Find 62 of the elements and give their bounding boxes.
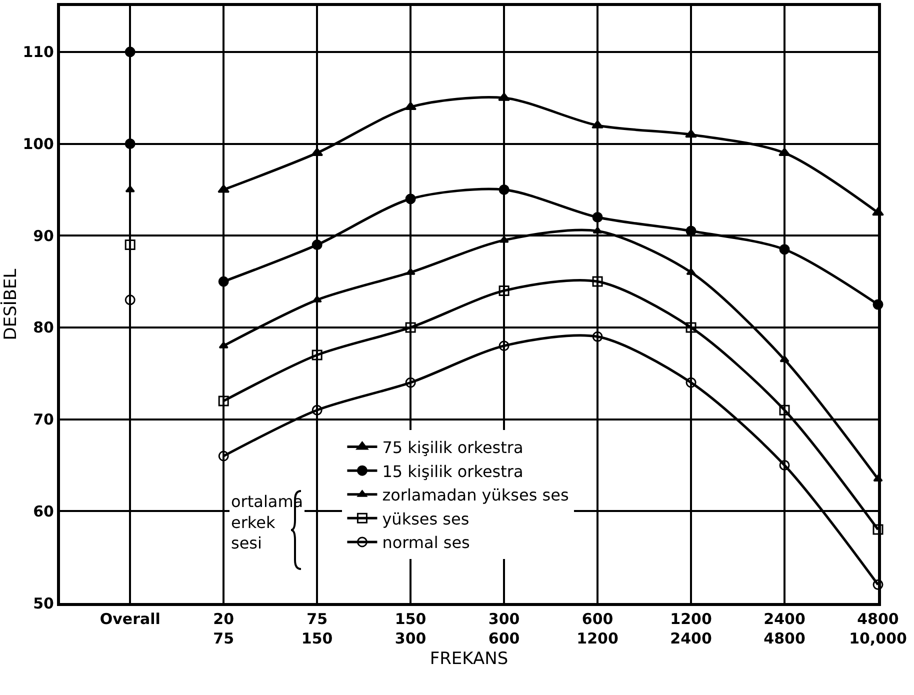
point xyxy=(592,276,603,287)
point xyxy=(406,268,416,275)
point xyxy=(312,404,322,416)
y-tick-label: 90 xyxy=(33,226,54,245)
point xyxy=(872,524,884,535)
point xyxy=(780,355,790,362)
point xyxy=(592,212,603,222)
point xyxy=(779,460,790,470)
point xyxy=(404,102,417,110)
x-tick-label: 150 300 xyxy=(394,610,426,648)
point xyxy=(686,322,696,333)
point xyxy=(498,340,510,352)
point xyxy=(592,331,603,342)
x-axis-title: FREKANS xyxy=(430,648,508,669)
x-tick-label: 600 1200 xyxy=(576,610,618,648)
y-tick-label: 60 xyxy=(33,502,54,520)
x-tick-label: 4800 10,000 xyxy=(849,610,907,648)
point xyxy=(499,236,509,243)
y-tick-label: 100 xyxy=(22,135,54,154)
point xyxy=(218,396,229,406)
point xyxy=(218,276,229,287)
y-tick-label: 70 xyxy=(33,410,54,429)
x-tick-label: 300 600 xyxy=(488,610,520,648)
point xyxy=(685,129,697,138)
point xyxy=(778,148,790,156)
point xyxy=(218,342,228,348)
y-tick-label: 50 xyxy=(33,594,54,612)
legend-label: 15 kişilik orkestra xyxy=(382,462,524,481)
point xyxy=(125,185,135,192)
point xyxy=(592,120,604,128)
x-tick-label: 1200 2400 xyxy=(670,610,712,648)
point xyxy=(124,240,136,250)
y-axis-title: DESİBEL xyxy=(0,268,21,340)
x-tick-label: 75 150 xyxy=(301,610,333,648)
y-tick-label: 80 xyxy=(33,318,54,337)
point xyxy=(218,184,230,193)
legend-label: yükses ses xyxy=(382,509,470,528)
legend-label: zorlamadan yükses ses xyxy=(382,486,569,505)
point xyxy=(498,285,510,296)
point xyxy=(686,377,696,388)
point xyxy=(592,226,602,234)
x-tick-label: Overall xyxy=(100,610,160,628)
point xyxy=(312,240,322,250)
point xyxy=(779,244,790,255)
point xyxy=(312,350,322,360)
legend-label: normal ses xyxy=(382,533,470,552)
point xyxy=(124,46,136,58)
point xyxy=(498,184,510,195)
y-tick-label: 110 xyxy=(22,43,54,62)
point xyxy=(312,296,322,302)
point xyxy=(124,138,136,150)
point xyxy=(405,377,416,388)
point xyxy=(218,450,229,462)
point xyxy=(124,294,136,306)
x-tick-label: 20 75 xyxy=(213,610,234,648)
x-tick-label: 2400 4800 xyxy=(764,610,806,648)
point xyxy=(872,579,884,590)
legend-label: 75 kişilik orkestra xyxy=(382,438,524,458)
point xyxy=(405,194,416,204)
point xyxy=(779,404,790,416)
point xyxy=(686,268,696,275)
point xyxy=(405,322,416,333)
